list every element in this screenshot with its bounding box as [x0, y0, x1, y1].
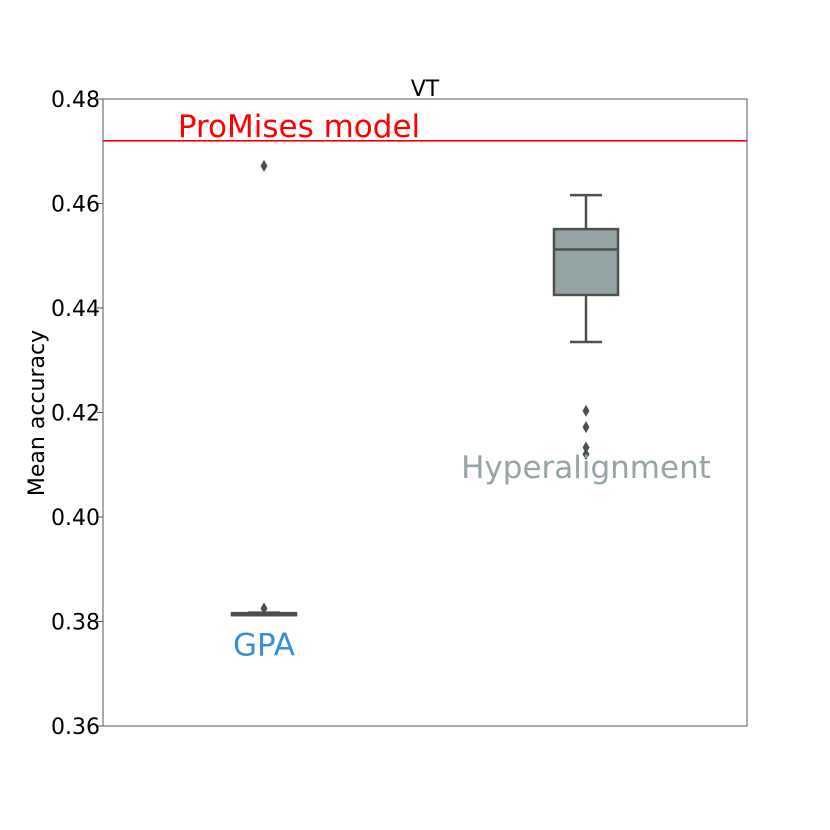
reference-line-label: ProMises model	[178, 109, 420, 145]
y-tick-label: 0.46	[51, 193, 100, 218]
outlier-point	[582, 441, 590, 454]
outlier-point	[582, 448, 590, 461]
y-tick-label: 0.38	[51, 611, 100, 636]
y-tick-label: 0.36	[51, 715, 100, 740]
y-tick-label: 0.44	[51, 297, 100, 322]
box-group-1: Hyperalignment	[461, 193, 711, 486]
outlier-point	[260, 159, 268, 172]
y-tick-label: 0.40	[51, 506, 100, 531]
y-tick-label: 0.42	[51, 402, 100, 427]
group-label: Hyperalignment	[461, 450, 711, 486]
y-axis-ticks: 0.36 0.38 0.40 0.42 0.44 0.46 0.48	[51, 88, 103, 740]
group-label: GPA	[233, 627, 295, 663]
y-tick-label: 0.48	[51, 88, 100, 113]
box-group-0: GPA	[230, 159, 298, 663]
plot-frame	[102, 98, 748, 727]
reference-line-group: ProMises model	[103, 109, 747, 145]
y-axis-label: Mean accuracy	[25, 330, 50, 496]
outlier-point	[582, 421, 590, 434]
outlier-point	[260, 602, 268, 615]
box-groups: GPA Hyperalignment	[230, 159, 711, 663]
chart-title: VT	[411, 77, 440, 102]
outlier-point	[582, 404, 590, 417]
box-iqr	[552, 227, 620, 297]
